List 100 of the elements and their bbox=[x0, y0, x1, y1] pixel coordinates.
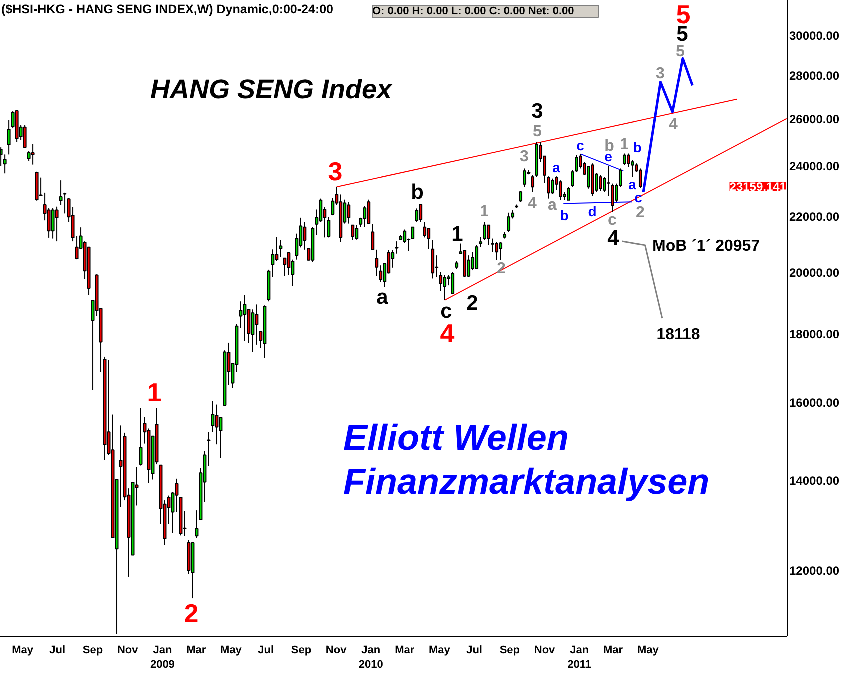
y-tick-label: 26000.00 bbox=[790, 112, 840, 127]
candlestick bbox=[3, 154, 7, 174]
candlestick bbox=[451, 272, 455, 294]
candlestick bbox=[251, 309, 255, 353]
annotation: 5 bbox=[533, 124, 542, 140]
line-series bbox=[642, 57, 694, 194]
x-tick-label: Nov bbox=[326, 644, 348, 656]
annotation: 5 bbox=[676, 44, 686, 60]
candlestick bbox=[599, 174, 602, 192]
candlestick bbox=[331, 198, 335, 216]
annotation: 4 bbox=[669, 116, 678, 134]
candlestick bbox=[371, 224, 375, 251]
candlestick bbox=[55, 206, 59, 242]
annotation: a bbox=[552, 160, 561, 176]
x-tick-label: Mar bbox=[186, 644, 207, 656]
x-tick-label: Jul bbox=[50, 644, 66, 656]
annotation: MoB ´1´ 20957 bbox=[652, 238, 760, 255]
candlestick bbox=[519, 190, 523, 203]
candlestick bbox=[211, 401, 215, 433]
candlestick bbox=[7, 120, 11, 156]
candlestick bbox=[443, 274, 447, 301]
x-tick-label: Sep bbox=[82, 644, 104, 656]
annotation: 3 bbox=[328, 156, 343, 186]
y-tick-label: 30000.00 bbox=[790, 28, 840, 43]
y-tick-label: 20000.00 bbox=[790, 266, 840, 280]
annotation: 3 bbox=[532, 100, 544, 123]
candlestick bbox=[255, 304, 259, 346]
annotation: 2 bbox=[466, 292, 478, 315]
x-tick-label: Jan 2010 bbox=[358, 644, 384, 671]
candlestick bbox=[363, 206, 367, 228]
x-tick-label: May bbox=[637, 644, 660, 656]
annotation: b bbox=[560, 208, 569, 224]
x-tick-label: Nov bbox=[117, 644, 140, 656]
annotation: 1 bbox=[147, 378, 162, 408]
x-tick-label: May bbox=[428, 644, 452, 656]
annotation: b bbox=[633, 140, 642, 156]
candlestick bbox=[403, 229, 407, 244]
candlestick bbox=[287, 252, 291, 276]
x-tick-label: Jan 2011 bbox=[568, 644, 592, 671]
candlestick bbox=[567, 186, 570, 201]
y-tick-label: 14000.00 bbox=[790, 474, 840, 488]
candlestick bbox=[638, 168, 642, 189]
annotation: 3 bbox=[656, 66, 666, 82]
candlestick bbox=[271, 249, 275, 278]
candlestick bbox=[547, 176, 551, 200]
annotation: a bbox=[548, 197, 558, 214]
y-tick-label: 28000.00 bbox=[790, 69, 840, 84]
candlestick bbox=[499, 242, 503, 261]
x-tick-label: Mar bbox=[395, 644, 416, 656]
candlestick bbox=[31, 144, 35, 166]
annotation: c bbox=[576, 138, 585, 154]
x-tick-label: Sep bbox=[291, 644, 312, 656]
annotation: 1 bbox=[452, 223, 464, 246]
annotation: Elliott Wellen bbox=[344, 417, 569, 458]
candlestick bbox=[23, 124, 27, 149]
candlestick bbox=[491, 238, 495, 253]
candlestick bbox=[487, 224, 491, 246]
annotation: d bbox=[588, 204, 597, 220]
candlestick bbox=[47, 208, 51, 238]
annotation: b bbox=[604, 138, 615, 155]
annotation: a bbox=[376, 286, 389, 309]
candlestick bbox=[63, 192, 67, 214]
candlestick bbox=[347, 202, 351, 224]
x-tick-label: May bbox=[12, 644, 34, 656]
candlestick bbox=[607, 166, 610, 196]
candlestick bbox=[411, 226, 415, 240]
candlestick bbox=[419, 204, 423, 223]
x-tick-label: Jul bbox=[258, 644, 274, 656]
candlestick bbox=[507, 212, 511, 233]
candlestick bbox=[51, 208, 55, 240]
y-tick-label: 12000.00 bbox=[790, 564, 840, 578]
candlestick bbox=[559, 180, 563, 201]
candlestick bbox=[495, 242, 499, 261]
candlestick bbox=[423, 222, 427, 238]
candlestick bbox=[243, 295, 247, 342]
candlestick bbox=[611, 183, 614, 213]
annotation: a bbox=[628, 176, 637, 192]
x-tick-label: Sep bbox=[500, 644, 520, 656]
candlestick bbox=[355, 224, 359, 240]
candlestick bbox=[275, 236, 279, 262]
candlestick bbox=[475, 244, 479, 270]
candlestick bbox=[431, 240, 435, 280]
y-tick-label: 16000.00 bbox=[790, 396, 840, 410]
annotation: Finanzmarktanalysen bbox=[344, 461, 710, 502]
annotation: 3 bbox=[520, 148, 530, 166]
annotation: 1 bbox=[620, 136, 630, 154]
annotation: 2 bbox=[636, 204, 646, 222]
candlestick bbox=[415, 208, 419, 223]
text: HANG SENG Index bbox=[150, 74, 394, 104]
candlestick bbox=[351, 224, 355, 241]
candlestick bbox=[279, 240, 283, 258]
candlestick bbox=[395, 241, 399, 254]
candlestick bbox=[551, 178, 555, 195]
candlestick bbox=[523, 168, 527, 188]
y-tick-label: 22000.00 bbox=[790, 210, 840, 224]
x-tick-label: Jul bbox=[466, 644, 482, 656]
candlestick bbox=[367, 199, 371, 225]
x-tick-label: May bbox=[220, 644, 243, 656]
chart-subtitle: ($HSI-HKG - HANG SENG INDEX,W) Dynamic,0:00-24:00 bbox=[2, 2, 334, 16]
annotation: c bbox=[608, 212, 618, 229]
